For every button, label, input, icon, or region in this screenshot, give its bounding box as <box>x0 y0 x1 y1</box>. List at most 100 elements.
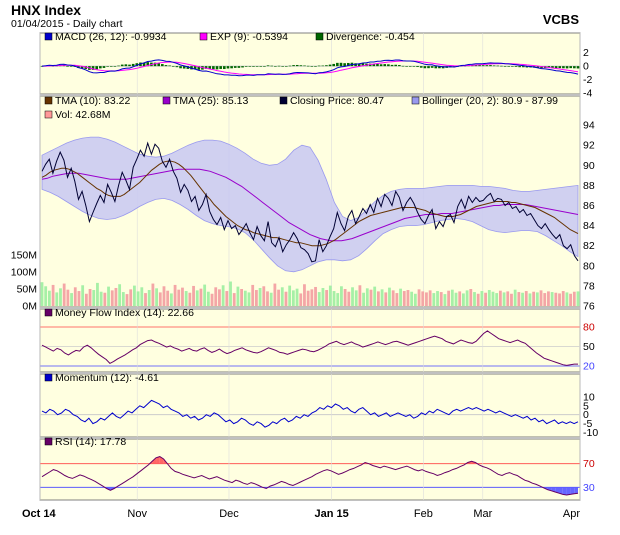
volume-bar <box>110 290 114 306</box>
divergence-bar <box>277 65 281 67</box>
divergence-bar <box>303 65 306 67</box>
volume-bar <box>184 291 188 306</box>
divergence-bar <box>128 64 131 67</box>
legend-label: Closing Price: 80.47 <box>290 95 384 107</box>
divergence-bar <box>387 64 390 67</box>
rsi-oversold-fill <box>555 487 559 494</box>
divergence-bar <box>139 62 142 67</box>
volume-bar <box>532 291 536 306</box>
volume-bar <box>221 285 225 306</box>
divergence-bar <box>252 66 255 67</box>
volume-bar <box>498 290 502 306</box>
volume-bar <box>96 282 99 306</box>
volume-bar <box>84 293 88 306</box>
x-tick-label: Dec <box>219 508 239 520</box>
volume-bar <box>303 284 306 306</box>
volume-bar <box>266 291 269 306</box>
volume-bar <box>469 289 473 306</box>
rsi-oversold-fill <box>558 487 563 495</box>
divergence-bar <box>244 66 248 67</box>
momentum-line <box>41 399 579 428</box>
volume-bar <box>155 288 158 306</box>
volume-bar <box>535 292 539 306</box>
divergence-bar <box>478 65 481 67</box>
divergence-bar <box>540 66 543 69</box>
volume-bar <box>369 289 373 306</box>
y-tick-label: 2 <box>583 47 589 59</box>
volume-bar <box>439 292 443 306</box>
volume-bar <box>476 293 480 306</box>
divergence-bar <box>339 62 343 67</box>
divergence-bar <box>357 63 361 67</box>
divergence-bar <box>346 62 350 67</box>
divergence-bar <box>383 64 387 67</box>
divergence-bar <box>562 66 565 69</box>
divergence-bar <box>171 66 175 67</box>
volume-bar <box>421 291 425 306</box>
volume-bar <box>447 290 451 306</box>
volume-bar <box>462 293 465 306</box>
y-tick-label: 50 <box>583 341 595 353</box>
divergence-bar <box>186 66 190 69</box>
y-tick-label: 0 <box>583 61 589 73</box>
volume-bar <box>273 283 277 306</box>
volume-bar <box>243 290 247 306</box>
divergence-bar <box>215 66 219 70</box>
volume-bar <box>572 291 576 306</box>
divergence-bar <box>135 63 139 67</box>
divergence-bar <box>99 66 102 69</box>
divergence-bar <box>204 66 208 69</box>
divergence-bar <box>372 64 376 67</box>
volume-bar <box>310 289 314 306</box>
volume-bar <box>280 287 284 306</box>
divergence-bar <box>336 62 339 67</box>
volume-bar <box>539 290 543 306</box>
volume-bar <box>247 292 251 306</box>
volume-bar <box>144 293 147 306</box>
volume-bar <box>317 292 321 306</box>
volume-bar <box>206 291 210 306</box>
mfi-line <box>41 330 578 366</box>
divergence-bar <box>179 66 182 69</box>
divergence-bar <box>514 66 518 67</box>
volume-bar <box>351 287 354 306</box>
volume-tick-label: 150M <box>11 250 37 262</box>
divergence-bar <box>230 66 233 69</box>
divergence-bar <box>175 66 179 68</box>
divergence-bar <box>223 66 226 70</box>
divergence-bar <box>226 66 230 69</box>
legend-swatch <box>44 308 53 317</box>
volume-tick-label: 50M <box>17 284 37 296</box>
divergence-bar <box>120 64 124 67</box>
divergence-bar <box>328 64 332 67</box>
divergence-bar <box>142 62 146 67</box>
y-tick-label: 80 <box>583 322 595 334</box>
legend-swatch <box>279 96 288 105</box>
volume-bar <box>92 290 96 306</box>
divergence-bar <box>306 65 310 67</box>
divergence-bar <box>554 66 558 69</box>
divergence-bar <box>569 66 573 69</box>
volume-bar <box>336 293 340 306</box>
volume-bar <box>376 291 380 306</box>
volume-bar <box>473 292 476 306</box>
volume-bar <box>262 286 266 306</box>
divergence-bar <box>419 66 423 68</box>
volume-bar <box>288 285 292 306</box>
divergence-bar <box>274 66 277 67</box>
legend-label: MACD (26, 12): -0.9934 <box>55 31 167 43</box>
divergence-bar <box>212 66 215 70</box>
volume-bar <box>547 291 550 306</box>
x-tick-label: Jan 15 <box>314 508 348 520</box>
volume-bar <box>199 288 203 306</box>
volume-bar <box>255 290 258 306</box>
y-tick-label: 76 <box>583 301 595 313</box>
volume-bar <box>151 283 155 306</box>
volume-bar <box>373 286 377 306</box>
volume-bar <box>413 293 417 306</box>
divergence-bar <box>576 66 580 69</box>
divergence-bar <box>91 66 95 70</box>
volume-bar <box>214 287 218 306</box>
tma10-line <box>41 160 579 247</box>
legend-swatch <box>44 437 53 446</box>
